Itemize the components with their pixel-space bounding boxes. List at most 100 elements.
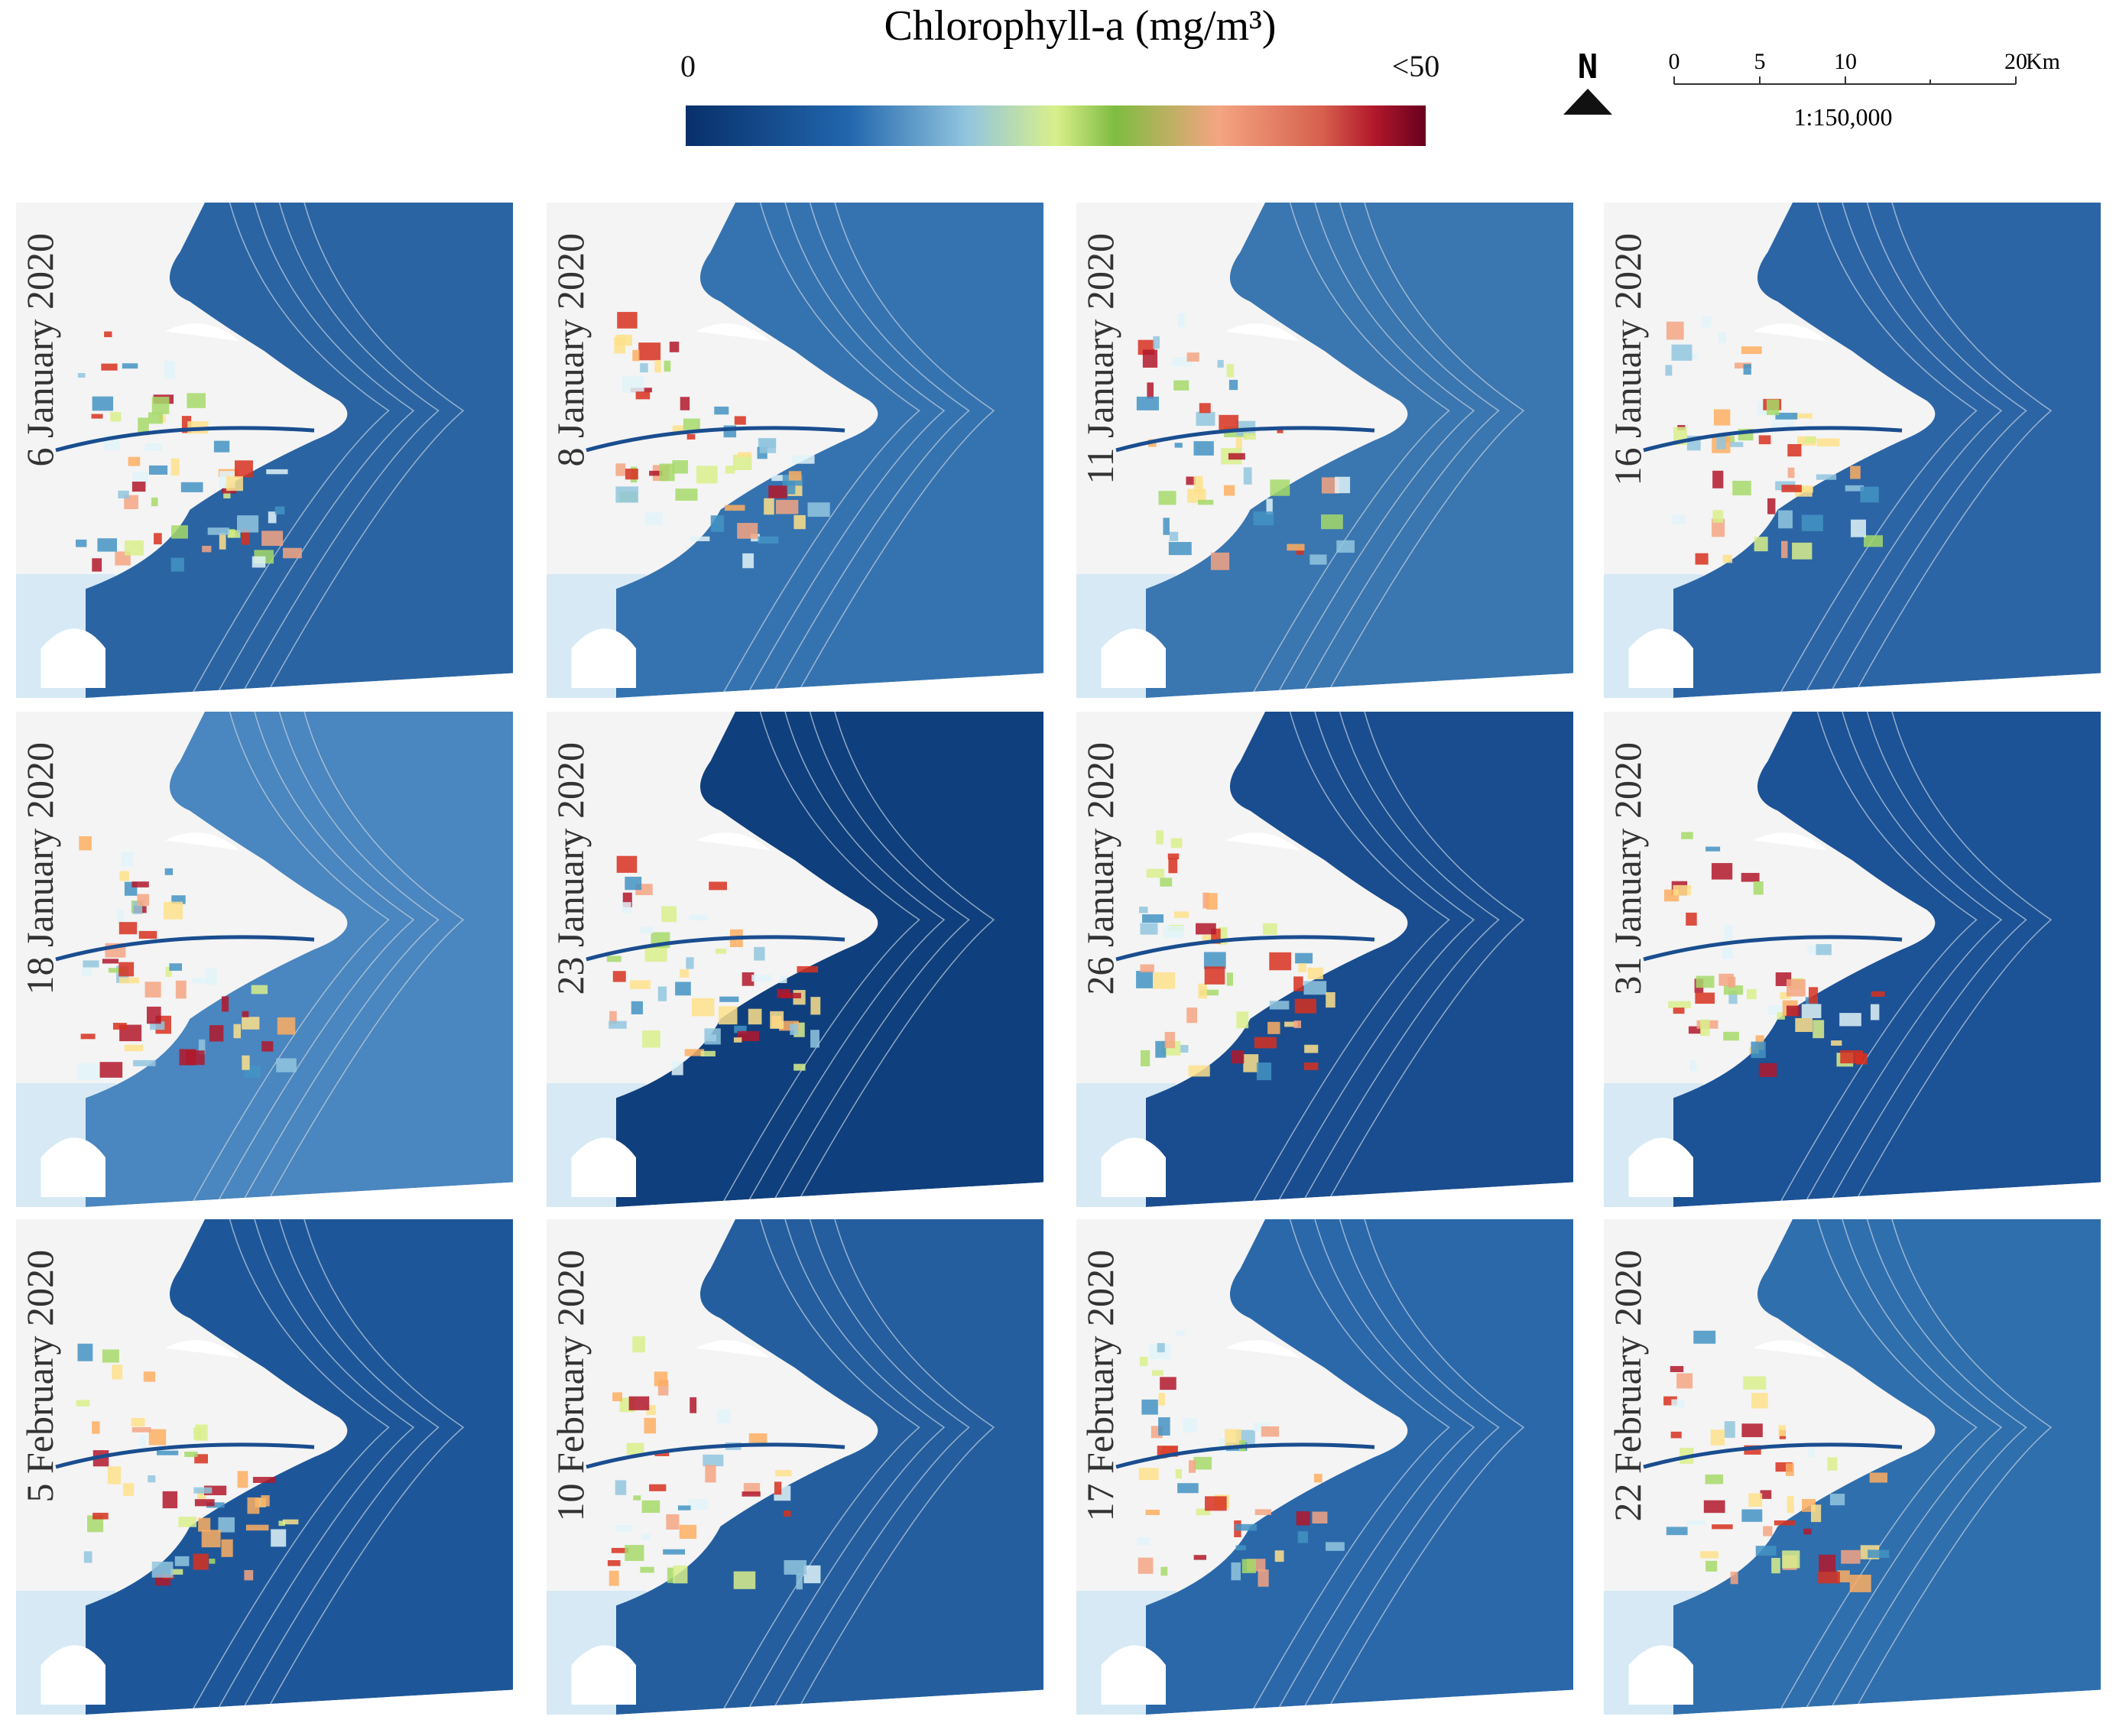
land-patch [131, 881, 149, 887]
depth-contour [1802, 712, 2003, 1207]
land-patch [1686, 1520, 1705, 1526]
land-patch [774, 1481, 782, 1495]
land-patch [164, 901, 183, 920]
depth-contour [1324, 1219, 1525, 1715]
land-patch [1778, 1425, 1786, 1436]
land-patch [124, 495, 138, 510]
land-patch [112, 1023, 127, 1030]
land-patch [640, 926, 654, 934]
sea [1673, 712, 2101, 1207]
land-patch [1696, 975, 1715, 988]
land-patch [1147, 382, 1154, 399]
depth-contour [1777, 1219, 1978, 1715]
land-patch [1868, 1549, 1890, 1558]
land-patch [733, 1037, 742, 1043]
map-panel [1076, 203, 1573, 698]
spit [1225, 1340, 1300, 1358]
land-patch [672, 425, 684, 433]
land-patch [630, 980, 651, 989]
land-patch [1177, 1483, 1199, 1494]
panel-date: 26 January 2020 [1079, 742, 1121, 995]
river [1115, 935, 1375, 962]
land-patch [1168, 542, 1192, 556]
land-patch [1204, 966, 1225, 985]
land-patch [659, 463, 675, 482]
land-patch [1670, 1366, 1684, 1372]
land-patch [108, 968, 125, 973]
land-patch [633, 1495, 641, 1501]
land-patch [137, 894, 150, 906]
land-patch [1254, 1037, 1277, 1049]
land-patch [609, 1021, 627, 1029]
land-patch [664, 360, 671, 372]
depth-contour [1802, 1219, 2003, 1715]
land-patch [193, 1553, 209, 1570]
land-patch [649, 1484, 667, 1491]
land-patch [242, 1011, 249, 1017]
sandbank [1101, 1137, 1166, 1197]
land-patch [1803, 1528, 1812, 1535]
land-patch [92, 396, 114, 411]
land-patch [1163, 518, 1170, 535]
land-patch [1307, 967, 1323, 980]
land-patch [679, 1524, 697, 1540]
land-patch [213, 440, 230, 453]
land-patch [734, 416, 746, 425]
land-patch [151, 497, 158, 507]
land-patch [170, 525, 188, 539]
land-patch [131, 1427, 151, 1433]
land-patch [252, 1477, 276, 1483]
land-patch [1243, 1054, 1259, 1072]
land-patch [628, 1396, 650, 1410]
land-patch [792, 455, 815, 464]
river [1643, 1442, 1903, 1469]
scale-tick-label: 0 [1669, 49, 1680, 74]
map-panel [1076, 712, 1573, 1207]
land-patch [119, 871, 129, 881]
land-patch [1724, 1421, 1735, 1438]
land-patch [615, 463, 626, 476]
land-patch [1722, 554, 1733, 563]
land-patch [1160, 1377, 1176, 1390]
land-patch [148, 412, 163, 424]
land-patch [1780, 991, 1791, 1000]
land-patch [1196, 1508, 1211, 1516]
land-patch [101, 363, 118, 371]
land-patch [87, 1515, 104, 1533]
land-patch [1254, 1509, 1271, 1515]
land-patch [612, 1392, 622, 1402]
spit [1753, 1340, 1828, 1358]
land-patch [1689, 1059, 1697, 1072]
depth-contour [1274, 203, 1475, 698]
land-patch [118, 962, 135, 977]
depth-contour [1777, 203, 1978, 698]
land-patch [1746, 988, 1757, 1000]
land-patch [1142, 914, 1164, 923]
land-patch [1142, 349, 1158, 368]
land-patch [121, 852, 134, 867]
land-patch [1781, 485, 1802, 492]
river [586, 935, 845, 962]
land-patch [1241, 1559, 1256, 1574]
land-patch [206, 1502, 225, 1508]
land-patch [607, 1559, 621, 1566]
sandbank [1628, 628, 1693, 688]
land-patch [170, 557, 184, 572]
land-patch [609, 1570, 619, 1586]
land-patch [268, 511, 277, 524]
depth-contour [745, 712, 946, 1207]
land-patch [1223, 485, 1235, 496]
land-patch [649, 470, 663, 476]
depth-contour [239, 1219, 440, 1715]
land-patch [1293, 976, 1303, 991]
land-patch [201, 1530, 221, 1548]
scale-unit: Km [2026, 49, 2060, 74]
land-patch [754, 946, 765, 961]
land-patch [144, 443, 162, 452]
land-patch [1816, 438, 1840, 447]
land-patch [686, 957, 694, 969]
land-patch [1164, 1031, 1175, 1049]
land-patch [768, 485, 787, 498]
land-patch [1728, 976, 1736, 988]
land-patch [1174, 443, 1183, 448]
